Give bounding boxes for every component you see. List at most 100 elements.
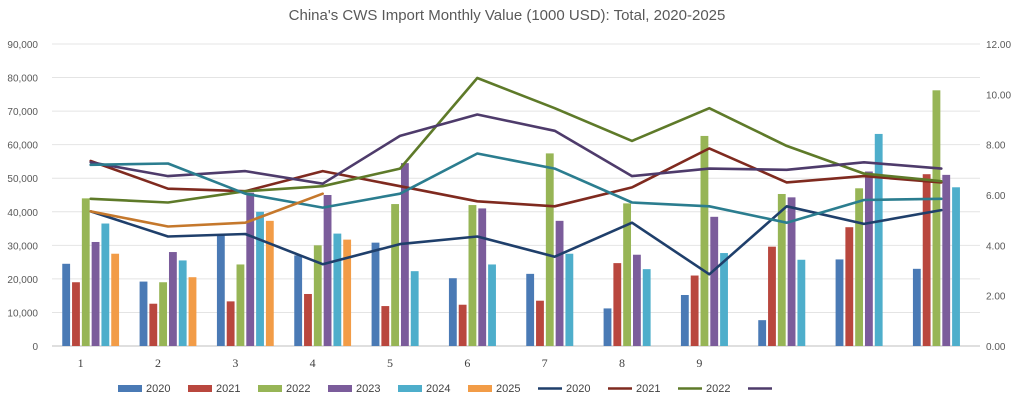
bar-2022 (313, 245, 322, 346)
legend-label: 2023 (356, 383, 380, 395)
legend-swatch (468, 385, 492, 392)
line-series-3 (89, 113, 943, 185)
bar-2023 (942, 174, 951, 346)
bar-series (62, 90, 960, 346)
bar-2024 (952, 187, 960, 346)
bar-2022 (236, 264, 245, 346)
line-series-0 (89, 205, 943, 276)
x-tick-label: 9 (696, 356, 702, 370)
bar-2023 (864, 171, 873, 346)
bar-2020 (448, 278, 457, 346)
bar-2020 (294, 255, 303, 346)
bar-2024 (797, 259, 806, 346)
bar-2021 (304, 293, 312, 346)
bar-2020 (62, 263, 71, 346)
bar-2024 (642, 269, 651, 346)
bar-2023 (168, 252, 177, 346)
right-tick-label: 12.00 (986, 40, 1011, 51)
bar-2020 (139, 281, 148, 346)
right-tick-label: 6.00 (986, 191, 1006, 202)
bar-2021 (845, 227, 854, 346)
bar-2021 (536, 300, 544, 346)
bar-2024 (488, 264, 496, 346)
bar-2023 (632, 254, 641, 346)
legend-swatch (118, 385, 142, 392)
bar-2024 (874, 133, 883, 346)
legend-swatch (258, 385, 282, 392)
legend-label: 2021 (216, 383, 240, 395)
right-tick-label: 2.00 (986, 292, 1006, 303)
bar-2020 (603, 308, 612, 346)
legend-label: 2022 (706, 383, 730, 395)
bar-2023 (91, 241, 100, 346)
bar-2022 (777, 193, 786, 346)
right-tick-label: 10.00 (986, 90, 1011, 101)
left-tick-label: 10,000 (7, 308, 38, 319)
bar-2021 (458, 304, 467, 346)
x-tick-label: 4 (310, 356, 316, 370)
legend-label: 2020 (566, 383, 590, 395)
bar-2022 (159, 282, 168, 346)
line-series-2 (89, 76, 943, 204)
bar-2025 (343, 239, 352, 346)
legend-swatch (328, 385, 352, 392)
left-tick-label: 80,000 (7, 74, 38, 85)
bar-2023 (246, 192, 255, 346)
legend-swatch (398, 385, 422, 392)
left-tick-label: 40,000 (7, 208, 38, 219)
left-tick-label: 60,000 (7, 141, 38, 152)
bar-2024 (256, 211, 264, 346)
legend-label: 2022 (286, 383, 310, 395)
bar-2024 (565, 253, 574, 346)
x-tick-label: 1 (78, 356, 84, 370)
bar-2021 (613, 263, 622, 346)
bar-2023 (400, 163, 409, 346)
x-tick-label: 2 (155, 356, 161, 370)
bar-2022 (81, 198, 90, 346)
bar-2020 (371, 242, 380, 346)
left-tick-label: 20,000 (7, 275, 38, 286)
x-tick-label: 5 (387, 356, 393, 370)
bar-2024 (720, 253, 728, 346)
right-axis: 0.00 2.00 4.00 6.00 8.00 10.00 12.00 (986, 40, 1011, 353)
x-axis: 1 2 3 4 5 6 7 8 9 (78, 356, 703, 370)
bar-2022 (623, 203, 632, 346)
bar-2020 (912, 268, 921, 346)
legend-label: 2024 (426, 383, 450, 395)
bar-2023 (478, 208, 487, 346)
left-tick-label: 90,000 (7, 40, 38, 51)
bar-2020 (835, 259, 844, 346)
bar-2020 (758, 320, 767, 346)
legend: 2020 2021 2022 2023 2024 2025 2020 2021 2022 (118, 383, 772, 395)
bar-2021 (690, 275, 699, 346)
line-series-5 (89, 192, 324, 228)
right-tick-label: 0.00 (986, 342, 1006, 353)
bar-2022 (700, 135, 709, 346)
right-tick-label: 4.00 (986, 241, 1006, 252)
bar-2023 (710, 216, 719, 346)
line-series (89, 76, 943, 276)
legend-label: 2020 (146, 383, 170, 395)
bar-2023 (555, 220, 564, 346)
bar-2025 (188, 277, 197, 346)
left-axis: 0 10,000 20,000 30,000 40,000 50,000 60,000 70,… (7, 40, 38, 353)
bar-2024 (333, 233, 342, 346)
legend-label: 2025 (496, 383, 520, 395)
chart-title: China's CWS Import Monthly Value (1000 U… (289, 7, 726, 24)
bar-2020 (680, 294, 689, 346)
bar-2022 (855, 188, 864, 346)
bar-2022 (468, 205, 477, 346)
bar-2022 (545, 153, 554, 346)
left-tick-label: 50,000 (7, 174, 38, 185)
legend-swatch (188, 385, 212, 392)
left-tick-label: 30,000 (7, 241, 38, 252)
bar-2025 (111, 253, 120, 346)
bar-2024 (178, 260, 187, 346)
bar-2021 (768, 246, 776, 346)
bar-2022 (932, 90, 941, 346)
line-series-1 (89, 147, 943, 208)
x-tick-label: 6 (464, 356, 470, 370)
bar-2021 (381, 306, 390, 346)
bar-2023 (787, 197, 796, 346)
x-tick-label: 8 (619, 356, 625, 370)
